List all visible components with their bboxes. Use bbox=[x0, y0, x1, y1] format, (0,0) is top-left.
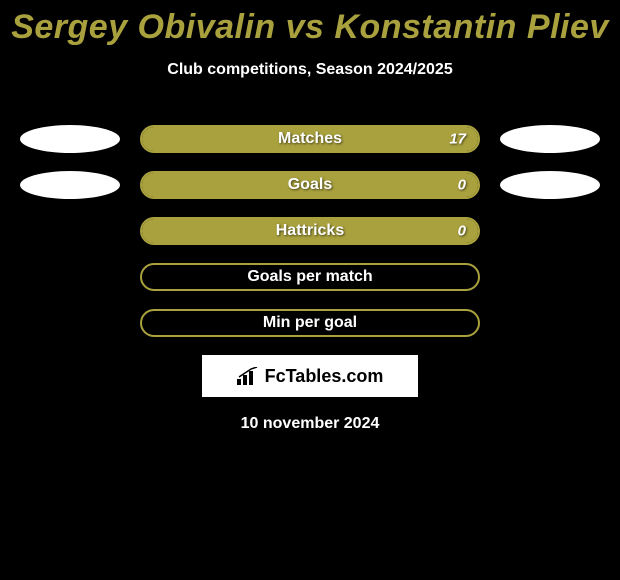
stat-value: 17 bbox=[449, 131, 466, 148]
page-title: Sergey Obivalin vs Konstantin Pliev bbox=[11, 8, 609, 47]
stat-label: Matches bbox=[278, 130, 342, 148]
right-marker bbox=[500, 263, 600, 291]
left-marker bbox=[20, 217, 120, 245]
right-marker bbox=[500, 217, 600, 245]
comparison-chart: Matches 17 Goals 0 Hattricks 0 bbox=[0, 125, 620, 337]
stat-value: 0 bbox=[458, 223, 466, 240]
footer-date: 10 november 2024 bbox=[241, 415, 380, 433]
stat-label: Goals per match bbox=[247, 268, 372, 286]
right-marker bbox=[500, 171, 600, 199]
left-marker bbox=[20, 309, 120, 337]
left-marker bbox=[20, 125, 120, 153]
stat-label: Goals bbox=[288, 176, 332, 194]
stat-row-hattricks: Hattricks 0 bbox=[0, 217, 620, 245]
stat-bar: Min per goal bbox=[140, 309, 480, 337]
stat-bar: Goals per match bbox=[140, 263, 480, 291]
stat-label: Hattricks bbox=[276, 222, 344, 240]
stat-bar: Goals 0 bbox=[140, 171, 480, 199]
stat-row-goals: Goals 0 bbox=[0, 171, 620, 199]
left-marker bbox=[20, 171, 120, 199]
fctables-logo[interactable]: FcTables.com bbox=[202, 355, 418, 397]
stat-row-min-per-goal: Min per goal bbox=[0, 309, 620, 337]
subtitle: Club competitions, Season 2024/2025 bbox=[167, 61, 452, 79]
stat-value: 0 bbox=[458, 177, 466, 194]
stat-bar: Matches 17 bbox=[140, 125, 480, 153]
right-marker bbox=[500, 125, 600, 153]
left-marker bbox=[20, 263, 120, 291]
stat-bar: Hattricks 0 bbox=[140, 217, 480, 245]
stat-row-goals-per-match: Goals per match bbox=[0, 263, 620, 291]
stat-label: Min per goal bbox=[263, 314, 357, 332]
main-container: Sergey Obivalin vs Konstantin Pliev Club… bbox=[0, 0, 620, 433]
stat-row-matches: Matches 17 bbox=[0, 125, 620, 153]
logo-text: FcTables.com bbox=[265, 366, 384, 387]
chart-icon bbox=[237, 367, 259, 385]
right-marker bbox=[500, 309, 600, 337]
